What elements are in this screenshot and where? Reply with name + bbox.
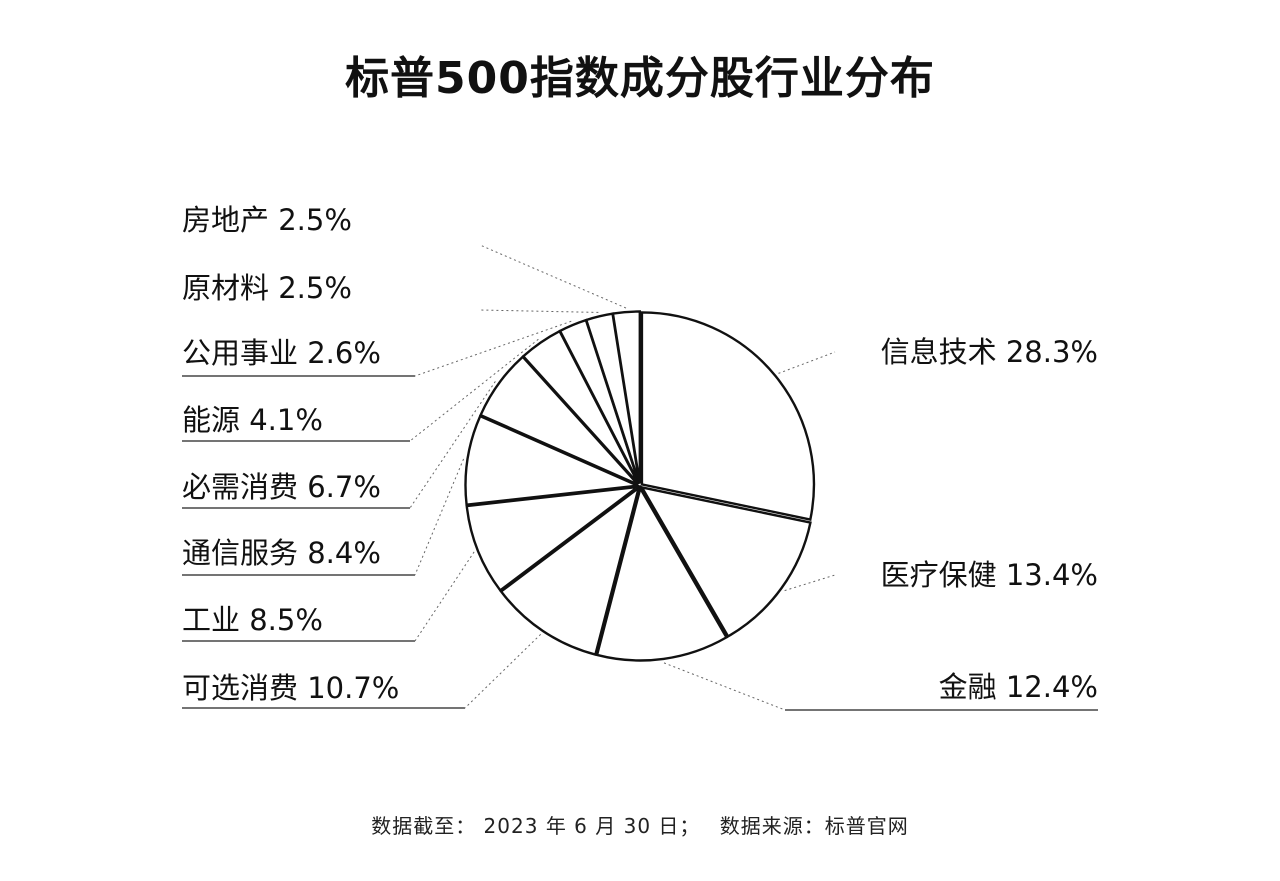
slice-5	[465, 485, 642, 593]
leader-line-8	[409, 338, 539, 442]
leader-line-2	[784, 574, 836, 592]
pie-slices	[464, 310, 816, 662]
slice-label-7: 必需消费 6.7%	[182, 470, 381, 504]
leader-line-3	[663, 662, 786, 711]
slice-label-4: 可选消费 10.7%	[182, 671, 399, 705]
leader-line-5	[414, 551, 475, 642]
slice-6	[464, 414, 643, 507]
leader-line-1	[778, 351, 836, 374]
slice-1	[640, 311, 816, 521]
leader-line-10	[479, 309, 599, 313]
slice-label-8: 能源 4.1%	[182, 403, 323, 437]
slice-label-10: 原材料 2.5%	[182, 271, 352, 305]
slice-label-3: 金融 12.4%	[939, 670, 1098, 704]
slice-label-9: 公用事业 2.6%	[182, 336, 381, 370]
slice-label-2: 医疗保健 13.4%	[881, 558, 1098, 592]
leader-line-7	[409, 381, 496, 509]
slice-2	[639, 485, 812, 639]
slice-label-6: 通信服务 8.4%	[182, 536, 381, 570]
leader-line-6	[414, 458, 465, 576]
chart-title: 标普500指数成分股行业分布	[345, 53, 935, 104]
slice-label-1: 信息技术 28.3%	[881, 335, 1098, 369]
slice-4	[499, 485, 641, 657]
leader-lines	[182, 244, 1098, 711]
leader-line-11	[479, 244, 627, 309]
leader-line-4	[464, 633, 542, 709]
data-source-note: 数据来源：标普官网	[719, 814, 909, 838]
slice-3	[595, 485, 729, 662]
slice-label-11: 房地产 2.5%	[182, 203, 352, 237]
data-date-note: 数据截至： 2023 年 6 月 30 日；	[371, 814, 701, 838]
slice-label-5: 工业 8.5%	[182, 603, 323, 637]
slice-labels: 信息技术 28.3% 医疗保健 13.4% 金融 12.4% 可选消费 10.7% 工业…	[182, 203, 1098, 705]
slice-11	[611, 310, 642, 484]
footnote: 数据截至： 2023 年 6 月 30 日； 数据来源：标普官网	[0, 810, 1280, 839]
